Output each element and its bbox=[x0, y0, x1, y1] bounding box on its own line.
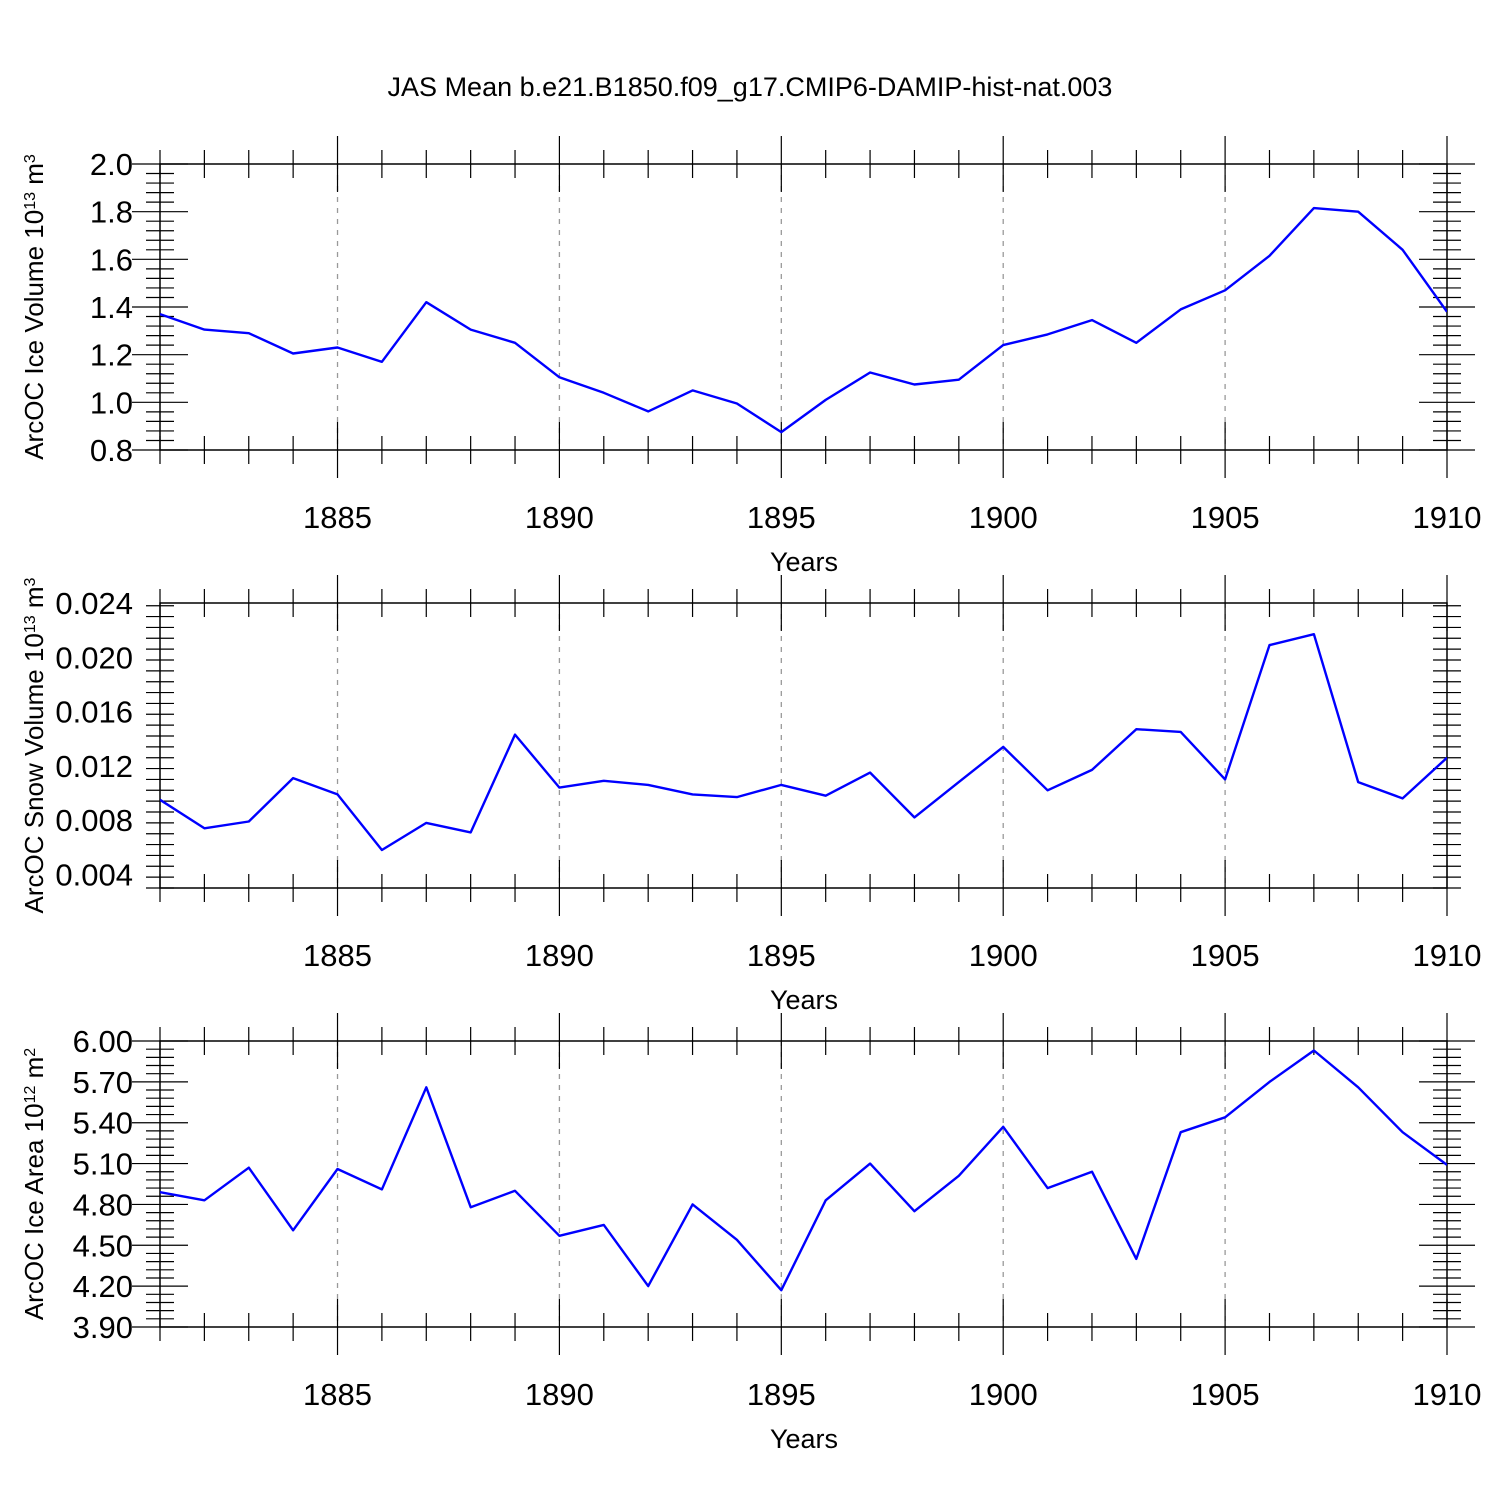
x-axis-label: Years bbox=[770, 547, 838, 577]
y-tick-label: 0.016 bbox=[55, 695, 133, 730]
series-line bbox=[160, 206, 1447, 434]
y-tick-label: 1.6 bbox=[90, 242, 133, 277]
x-tick-label: 1900 bbox=[969, 938, 1038, 973]
x-tick-label: 1885 bbox=[303, 938, 372, 973]
y-tick-label: 4.50 bbox=[73, 1228, 133, 1263]
y-tick-label: 1.0 bbox=[90, 385, 133, 420]
y-axis-label-part: ArcOC Snow Volume 10 bbox=[19, 633, 49, 913]
y-axis-label-part: ArcOC Ice Volume 10 bbox=[19, 210, 49, 460]
y-tick-label: 4.80 bbox=[73, 1187, 133, 1222]
x-tick-label: 1890 bbox=[525, 500, 594, 535]
panel-1: 0.8 1.0 1.2 1.4 1.6 1.8 2.0 1885 1890 1895 1900 190… bbox=[19, 136, 1481, 577]
y-axis-label-part: m bbox=[19, 1057, 49, 1086]
y-tick-label: 5.70 bbox=[73, 1065, 133, 1100]
y-tick-label: 0.024 bbox=[55, 586, 133, 621]
y-tick-label: 4.20 bbox=[73, 1269, 133, 1304]
y-tick-label: 0.020 bbox=[55, 640, 133, 675]
y-axis-label-superscript: 3 bbox=[22, 577, 39, 586]
x-tick-label: 1905 bbox=[1191, 1377, 1260, 1412]
x-tick-label: 1905 bbox=[1191, 500, 1260, 535]
y-tick-label: 5.40 bbox=[73, 1106, 133, 1141]
y-axis-label: ArcOC Ice Volume 1013 m3 bbox=[19, 154, 49, 460]
x-tick-label: 1885 bbox=[303, 500, 372, 535]
y-tick-label: 1.4 bbox=[90, 290, 133, 325]
series-line bbox=[160, 1049, 1447, 1292]
x-tick-label: 1895 bbox=[747, 1377, 816, 1412]
y-axis-label-superscript: 3 bbox=[22, 154, 39, 163]
x-tick-label: 1895 bbox=[747, 500, 816, 535]
x-tick-label: 1910 bbox=[1413, 500, 1482, 535]
plot-frame bbox=[159, 602, 1448, 889]
series-line bbox=[160, 633, 1447, 852]
y-axis-label-part: ArcOC Ice Area 10 bbox=[19, 1103, 49, 1320]
panel-3: 3.90 4.20 4.50 4.80 5.10 5.40 5.70 6.00 1885 1890… bbox=[19, 1013, 1481, 1454]
x-tick-label: 1900 bbox=[969, 1377, 1038, 1412]
y-tick-label: 5.10 bbox=[73, 1147, 133, 1182]
y-tick-label: 1.2 bbox=[90, 338, 133, 373]
y-tick-label: 6.00 bbox=[73, 1024, 133, 1059]
y-tick-label: 0.008 bbox=[55, 803, 133, 838]
y-tick-label: 1.8 bbox=[90, 195, 133, 230]
y-axis-label-superscript: 12 bbox=[22, 1086, 39, 1104]
y-tick-label: 3.90 bbox=[73, 1310, 133, 1345]
x-axis-label: Years bbox=[770, 1424, 838, 1454]
y-tick-label: 0.8 bbox=[90, 433, 133, 468]
x-tick-label: 1885 bbox=[303, 1377, 372, 1412]
x-tick-label: 1910 bbox=[1413, 938, 1482, 973]
y-tick-label: 2.0 bbox=[90, 147, 133, 182]
plot-frame bbox=[159, 163, 1448, 451]
y-axis-label-superscript: 13 bbox=[22, 615, 39, 633]
x-tick-label: 1895 bbox=[747, 938, 816, 973]
x-tick-label: 1890 bbox=[525, 1377, 594, 1412]
chart-title: JAS Mean b.e21.B1850.f09_g17.CMIP6-DAMIP… bbox=[388, 72, 1113, 102]
x-tick-label: 1910 bbox=[1413, 1377, 1482, 1412]
y-axis-label-part: m bbox=[19, 163, 49, 192]
y-axis-label-part: m bbox=[19, 586, 49, 615]
x-tick-label: 1905 bbox=[1191, 938, 1260, 973]
x-tick-label: 1890 bbox=[525, 938, 594, 973]
x-tick-label: 1900 bbox=[969, 500, 1038, 535]
y-axis-label-superscript: 2 bbox=[22, 1048, 39, 1057]
y-axis-label: ArcOC Ice Area 1012 m2 bbox=[19, 1048, 49, 1320]
y-tick-label: 0.004 bbox=[55, 857, 133, 892]
x-axis-label: Years bbox=[770, 985, 838, 1015]
panel-2: 0.004 0.008 0.012 0.016 0.020 0.024 1885 1890 18… bbox=[19, 575, 1481, 1015]
plot-frame bbox=[159, 1040, 1448, 1328]
y-axis-label-superscript: 13 bbox=[22, 192, 39, 210]
y-axis-label: ArcOC Snow Volume 1013 m3 bbox=[19, 577, 49, 913]
y-tick-label: 0.012 bbox=[55, 749, 133, 784]
